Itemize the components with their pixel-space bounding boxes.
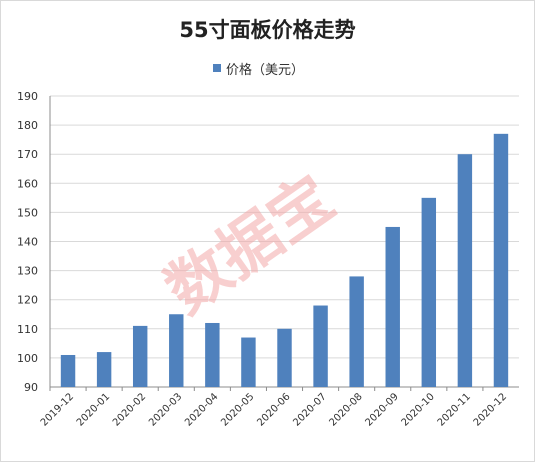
bar [205, 322, 220, 387]
x-tick-label: 2020-10 [400, 391, 437, 428]
bar [313, 305, 328, 387]
bar [493, 133, 509, 387]
x-tick-label: 2020-06 [255, 391, 292, 428]
x-tick-label: 2020-12 [472, 391, 509, 428]
x-tick-label: 2020-08 [327, 391, 364, 428]
bar [457, 154, 473, 387]
chart-title: 55寸面板价格走势 [179, 18, 356, 42]
bar [421, 197, 437, 387]
y-tick-label: 120 [17, 294, 38, 307]
bar [169, 314, 184, 387]
y-tick-label: 140 [17, 236, 38, 249]
legend: 价格（美元） [213, 60, 305, 78]
y-tick-label: 100 [17, 352, 38, 365]
x-tick-label: 2019-12 [39, 391, 76, 428]
bar [60, 354, 76, 387]
y-tick-label: 150 [17, 206, 38, 219]
legend-label: 价格（美元） [226, 62, 305, 78]
y-tick-label: 160 [17, 177, 38, 190]
bar [241, 337, 256, 387]
y-tick-label: 180 [17, 119, 38, 132]
y-tick-label: 130 [17, 265, 38, 278]
watermark: 数据宝 [153, 161, 347, 327]
bar [385, 226, 400, 387]
x-tick-label: 2020-03 [147, 391, 184, 428]
x-tick-label: 2020-07 [291, 391, 328, 428]
x-tick-label: 2020-11 [436, 391, 473, 428]
y-tick-label: 190 [17, 90, 38, 103]
x-tick-label: 2020-05 [219, 391, 256, 428]
legend-swatch [213, 64, 221, 72]
y-tick-label: 170 [17, 148, 38, 161]
bar [132, 325, 148, 387]
bar [349, 276, 364, 387]
x-tick-label: 2020-02 [111, 391, 148, 428]
x-tick-label: 2020-04 [183, 391, 220, 428]
y-tick-label: 110 [17, 323, 38, 336]
x-tick-label: 2020-01 [75, 391, 112, 428]
x-tick-label: 2020-09 [364, 391, 401, 428]
bar [277, 328, 292, 387]
bar [96, 352, 112, 387]
y-tick-label: 90 [24, 381, 38, 394]
